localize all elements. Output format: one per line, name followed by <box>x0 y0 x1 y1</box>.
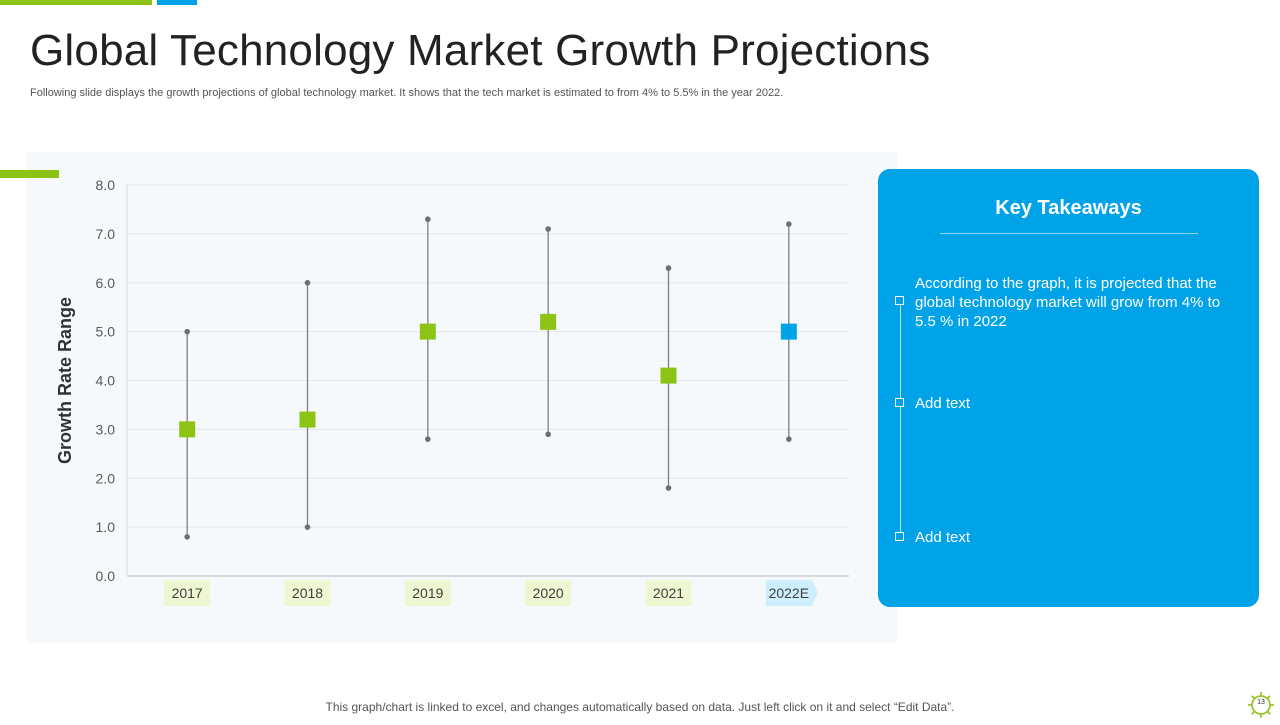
x-category-label: 2020 <box>533 585 564 601</box>
low-point <box>665 485 672 491</box>
key-takeaways-panel: Key Takeaways According to the graph, it… <box>878 169 1259 607</box>
takeaway-timeline-line <box>900 301 901 538</box>
low-point <box>425 436 431 442</box>
x-category-label: 2021 <box>653 585 684 601</box>
takeaway-bullet-icon <box>895 296 904 305</box>
gear-icon <box>1248 692 1274 718</box>
takeaway-item-1[interactable]: According to the graph, it is projected … <box>915 275 1221 330</box>
y-tick-label: 1.0 <box>96 519 116 535</box>
y-tick-label: 7.0 <box>96 226 116 242</box>
key-takeaways-title: Key Takeaways <box>995 197 1142 219</box>
y-tick-label: 0.0 <box>96 568 116 584</box>
value-marker <box>179 421 196 438</box>
chart-panel: 0.0 1.0 2.0 3.0 4.0 5.0 6.0 7.0 8.0 Growth Rate R… <box>27 152 897 643</box>
category-tag <box>525 580 572 606</box>
category-tag <box>404 580 451 606</box>
y-tick-label: 4.0 <box>96 373 116 389</box>
left-accent-bar <box>0 170 59 178</box>
takeaway-bullet-icon <box>895 398 904 407</box>
y-tick-label: 6.0 <box>96 275 116 291</box>
page-number-badge: 13 <box>1246 690 1276 720</box>
value-marker <box>660 367 677 384</box>
footer-note: This graph/chart is linked to excel, and… <box>325 700 955 714</box>
takeaway-item-2[interactable]: Add text <box>915 395 971 412</box>
x-category-label: 2017 <box>172 585 203 601</box>
category-tag <box>164 580 211 606</box>
category-tag <box>645 580 692 606</box>
x-category-label: 2018 <box>292 585 323 601</box>
y-tick-label: 3.0 <box>96 421 116 437</box>
top-accent-bar-green <box>0 0 152 5</box>
top-accent-bar-blue <box>157 0 197 5</box>
high-point <box>184 328 190 335</box>
takeaway-item-3[interactable]: Add text <box>915 529 971 546</box>
x-category-label: 2019 <box>412 585 443 601</box>
value-marker <box>299 411 316 428</box>
y-tick-label: 5.0 <box>96 324 116 340</box>
growth-range-chart[interactable]: 0.0 1.0 2.0 3.0 4.0 5.0 6.0 7.0 8.0 Growth Rate R… <box>27 152 897 643</box>
value-marker <box>780 323 797 340</box>
y-tick-label: 8.0 <box>96 177 116 193</box>
page-title: Global Technology Market Growth Projecti… <box>30 26 931 75</box>
high-point <box>425 216 431 223</box>
high-point <box>665 265 672 271</box>
high-point <box>304 279 311 286</box>
high-point <box>786 221 792 227</box>
low-point <box>786 436 792 442</box>
category-tag <box>765 580 818 606</box>
low-point <box>545 431 551 438</box>
takeaway-bullet-icon <box>895 532 904 541</box>
high-point <box>545 226 551 232</box>
page-subtitle: Following slide displays the growth proj… <box>30 87 784 99</box>
x-category-label: 2022E <box>769 585 809 601</box>
low-point <box>184 534 190 540</box>
value-marker <box>419 323 436 340</box>
low-point <box>304 524 311 530</box>
value-marker <box>540 313 557 330</box>
page-number: 13 <box>1257 699 1265 706</box>
key-takeaways-divider <box>940 233 1198 234</box>
y-axis-label: Growth Rate Range <box>55 297 75 464</box>
y-tick-label: 2.0 <box>96 470 116 486</box>
category-tag <box>284 580 331 606</box>
